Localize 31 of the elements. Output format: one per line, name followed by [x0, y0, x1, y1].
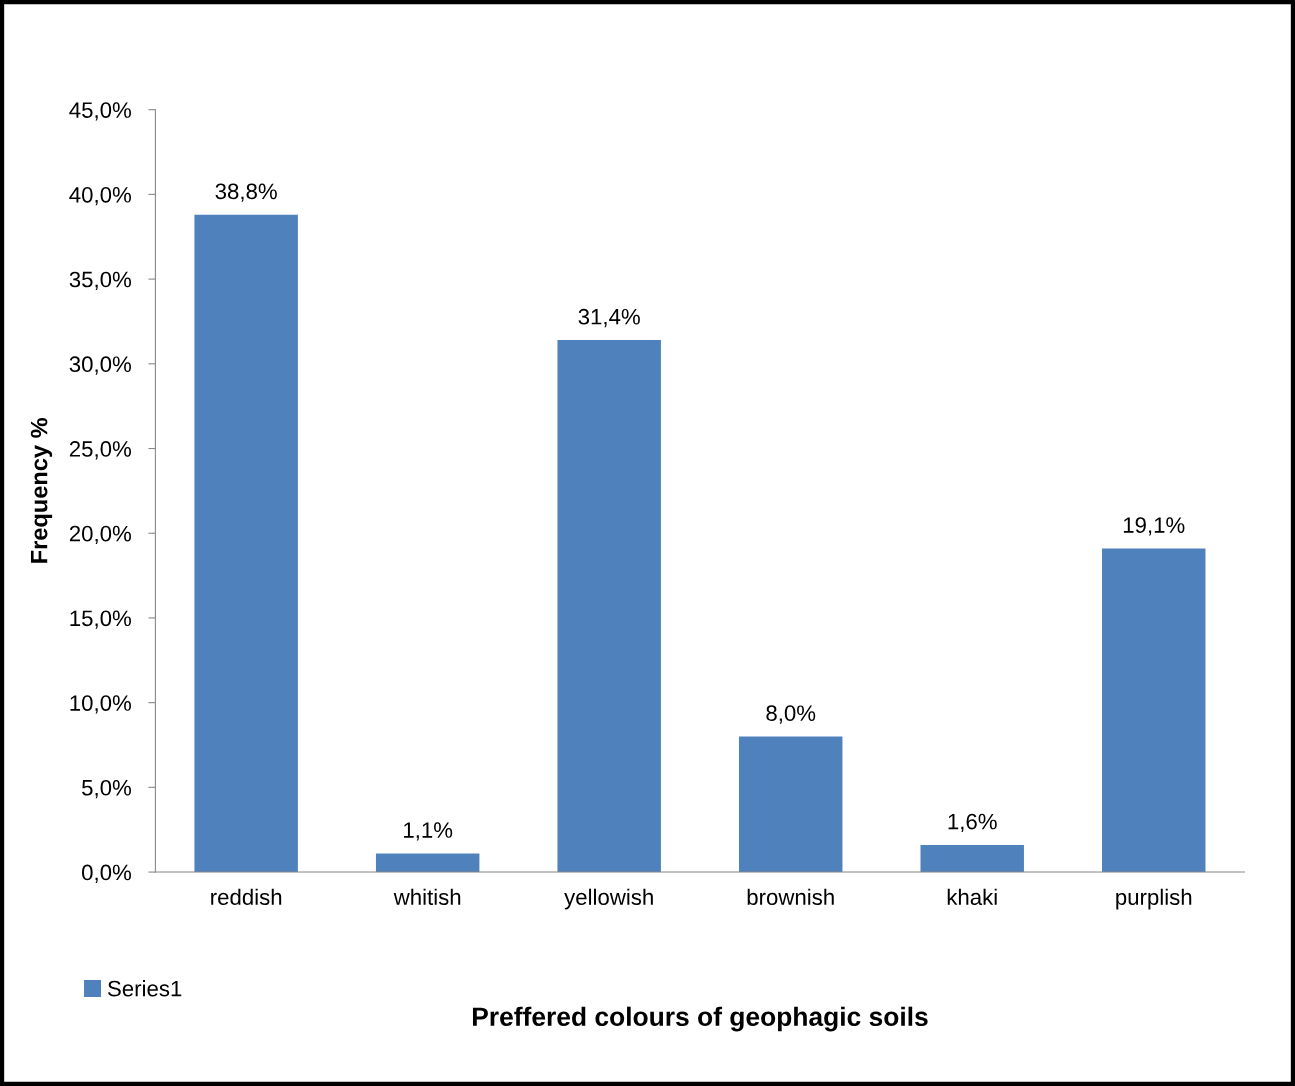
y-tick-label: 10,0%	[70, 695, 131, 714]
x-tick-label: whitish	[393, 888, 461, 906]
x-tick-label: reddish	[211, 888, 282, 906]
legend-label: Series1	[107, 980, 182, 997]
y-tick-label: 20,0%	[69, 525, 131, 545]
bar	[920, 844, 1024, 873]
bar	[375, 853, 480, 873]
x-tick-label: yellowish	[564, 888, 653, 910]
x-tick-label: khaki	[947, 888, 997, 906]
y-tick-label: 0,0%	[82, 864, 131, 883]
x-tick-label: purplish	[1116, 888, 1192, 910]
y-tick-label: 5,0%	[82, 779, 131, 799]
x-axis-title: Preffered colours of geophagic soils	[472, 1006, 928, 1032]
data-label: 1,1%	[404, 822, 453, 841]
x-tick-label: brownish	[747, 888, 834, 906]
data-label: 31,4%	[578, 308, 640, 328]
bar	[194, 214, 298, 873]
bar	[557, 340, 661, 873]
data-label: 8,0%	[766, 705, 816, 724]
y-tick-label: 15,0%	[70, 610, 131, 629]
bar	[738, 736, 843, 873]
data-label: 1,6%	[948, 813, 997, 833]
y-tick-label: 35,0%	[69, 271, 131, 290]
y-tick-label: 30,0%	[69, 356, 131, 375]
y-tick-label: 25,0%	[69, 441, 131, 460]
y-axis-title: Frequency %	[30, 418, 53, 563]
y-tick-label: 45,0%	[69, 102, 131, 121]
data-label: 38,8%	[215, 183, 277, 202]
y-tick-label: 40,0%	[69, 186, 131, 206]
bar	[1102, 548, 1206, 873]
data-label: 19,1%	[1123, 517, 1185, 536]
